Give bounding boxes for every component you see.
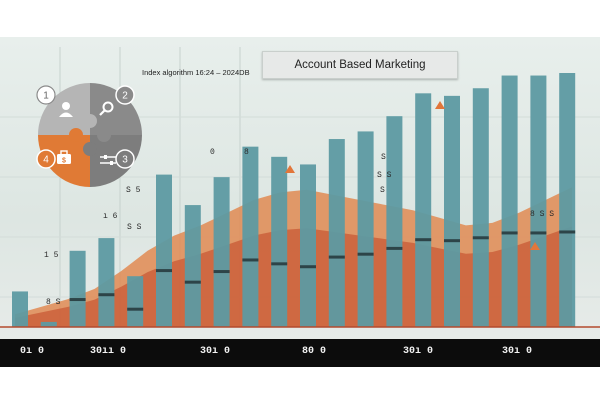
bar xyxy=(242,146,259,327)
bar-marker xyxy=(357,252,374,256)
briefcase-icon: $ xyxy=(57,150,71,165)
x-tick-label: 30ıı 0 xyxy=(90,346,127,357)
data-label: S 5 xyxy=(126,186,141,195)
bar-marker xyxy=(559,230,576,234)
bar-marker xyxy=(127,307,144,311)
data-label: ı 6 xyxy=(103,212,118,221)
bar-marker xyxy=(501,231,518,235)
step-2-badge: 2 xyxy=(115,85,135,105)
puzzle-tab xyxy=(83,142,97,156)
bar xyxy=(501,75,518,327)
bar-marker xyxy=(530,231,547,235)
puzzle-tab xyxy=(83,114,97,128)
step-3-badge: 3 xyxy=(115,149,135,169)
svg-text:$: $ xyxy=(62,158,66,165)
bar xyxy=(184,205,201,327)
x-tick-label: 30ı 0 xyxy=(200,346,231,357)
bar-marker xyxy=(156,269,172,273)
bar xyxy=(300,164,316,327)
data-label: S xyxy=(380,186,385,195)
chart-title: Account Based Marketing xyxy=(262,51,458,79)
person-icon xyxy=(59,102,73,117)
bar-marker xyxy=(472,236,489,240)
step-4-badge: 4 xyxy=(36,149,56,169)
svg-text:1: 1 xyxy=(43,91,49,102)
data-label: 8 S S xyxy=(530,210,554,219)
data-label: 8 S xyxy=(46,298,61,307)
bar xyxy=(328,139,345,327)
bar-marker xyxy=(213,270,230,274)
accent-marker xyxy=(285,165,295,173)
bar-marker xyxy=(69,298,86,302)
x-tick-label: 0ı 0 xyxy=(20,346,45,357)
bar xyxy=(12,291,28,327)
x-tick-label: 80 0 xyxy=(302,346,327,357)
bar xyxy=(472,88,489,327)
bar-marker xyxy=(415,238,432,242)
chart-subtitle: Index algorithm 16:24 – 2024DB xyxy=(142,68,250,77)
bar xyxy=(530,75,547,327)
data-label: S S xyxy=(377,171,392,180)
bar-marker xyxy=(242,258,259,262)
svg-text:2: 2 xyxy=(122,91,128,102)
bar xyxy=(98,238,115,327)
bar xyxy=(444,95,460,327)
svg-text:4: 4 xyxy=(43,155,49,166)
data-label: 0 xyxy=(210,148,215,157)
x-axis-band xyxy=(0,339,600,367)
bar xyxy=(69,250,86,327)
puzzle-tab xyxy=(97,128,111,142)
magnifier-icon xyxy=(99,101,114,116)
bar-marker xyxy=(444,239,460,243)
bar-marker xyxy=(328,255,345,259)
bar xyxy=(40,321,57,327)
bar-marker xyxy=(184,280,201,284)
puzzle-piece-2 xyxy=(90,83,142,135)
area-series-inner xyxy=(15,226,572,327)
bar xyxy=(271,156,288,327)
accent-marker xyxy=(530,242,540,250)
data-label: S S xyxy=(127,223,142,232)
bar xyxy=(559,73,576,327)
data-label: S xyxy=(381,153,386,162)
x-tick-label: 30ı 0 xyxy=(502,346,533,357)
bar-marker xyxy=(386,246,403,250)
bar-marker xyxy=(271,262,288,266)
bar xyxy=(127,276,144,327)
accent-marker xyxy=(435,101,445,109)
chart-canvas: 1 5 8 S ı 6 S 5 S S 0 8 S S S S 8 S S Index algori… xyxy=(0,37,600,367)
puzzle-tab xyxy=(69,128,83,142)
bar-marker xyxy=(98,293,115,297)
step-1-badge: 1 xyxy=(36,85,56,105)
bar xyxy=(156,174,172,327)
bar xyxy=(386,116,403,328)
bar xyxy=(213,177,230,327)
bar-chart: 1 5 8 S ı 6 S 5 S S 0 8 S S S S 8 S S xyxy=(0,47,600,328)
data-label: 8 xyxy=(244,148,249,157)
data-label: 1 5 xyxy=(44,251,59,260)
svg-text:3: 3 xyxy=(122,155,128,166)
bar-marker xyxy=(300,265,316,269)
sliders-icon xyxy=(100,155,116,165)
bar xyxy=(415,93,432,327)
bar xyxy=(357,131,374,327)
x-tick-label: 30ı 0 xyxy=(403,346,434,357)
puzzle-infographic: $ 1 2 3 4 xyxy=(36,83,142,187)
